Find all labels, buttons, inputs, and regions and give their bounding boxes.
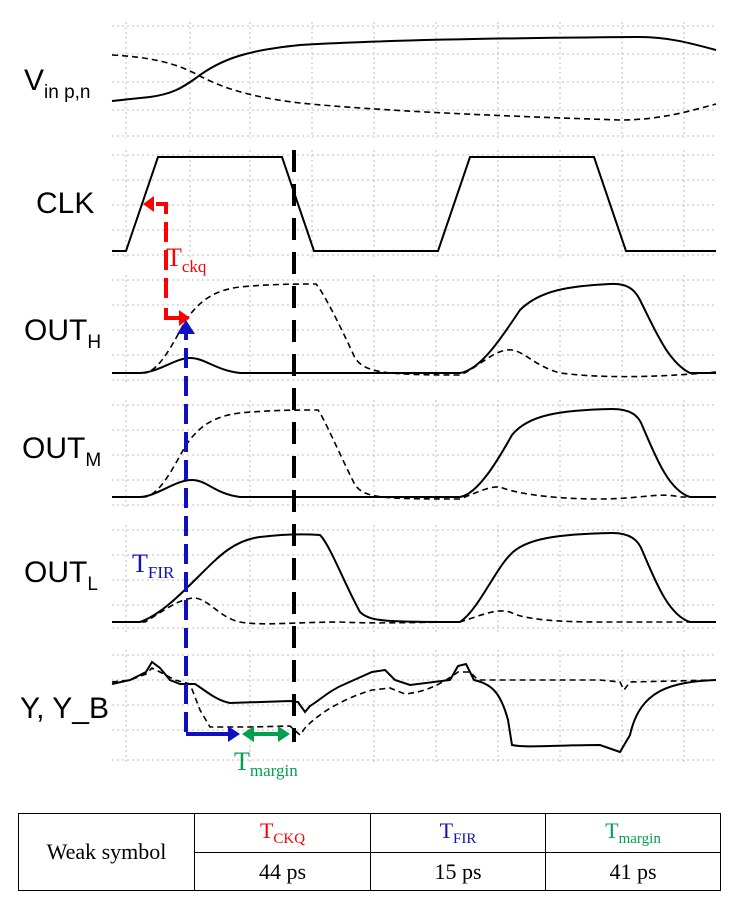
signal-label-y: Y, Y_B bbox=[20, 692, 109, 725]
timing-summary-table: Weak symbol TCKQ TFIR Tmargin 44 ps 15 p… bbox=[18, 813, 721, 891]
vin-positive-trace bbox=[111, 35, 717, 102]
tmargin-arrowhead-left bbox=[242, 726, 254, 742]
table-value-tmargin: 41 ps bbox=[545, 852, 721, 891]
tmargin-label: Tmargin bbox=[234, 747, 298, 780]
signal-label-clk: CLK bbox=[36, 187, 94, 220]
tckq-arrowhead-left bbox=[143, 196, 154, 212]
tckq-arrowhead-right bbox=[179, 310, 190, 326]
table-header-tckq: TCKQ bbox=[194, 813, 371, 853]
signal-label-outl: OUTL bbox=[24, 556, 98, 595]
vin-negative-trace bbox=[111, 54, 717, 121]
outm-dashed-trace bbox=[112, 409, 716, 500]
outh-solid-trace bbox=[112, 282, 716, 374]
signal-label-outm: OUTM bbox=[22, 432, 101, 471]
outh-dashed-trace bbox=[112, 283, 717, 378]
table-value-tckq: 44 ps bbox=[194, 852, 371, 891]
tckq-arrow-bottom bbox=[164, 308, 180, 320]
tfir-arrowhead-up bbox=[177, 320, 195, 334]
panel-grid-clk bbox=[112, 150, 714, 260]
y-dashed-trace bbox=[111, 667, 717, 737]
signal-label-outh: OUTH bbox=[24, 314, 101, 353]
y-solid-trace bbox=[111, 660, 717, 754]
timing-diagram: Vin p,n CLK OUTH OUTM OUTL Y, Y_B Tckq bbox=[20, 22, 717, 780]
tmargin-arrowhead-right bbox=[278, 726, 290, 742]
outm-solid-trace bbox=[112, 407, 716, 498]
panel-grid-outl bbox=[112, 525, 714, 632]
outl-solid-trace bbox=[112, 531, 716, 624]
row-label-weak-symbol: Weak symbol bbox=[18, 813, 195, 891]
table-header-tfir: TFIR bbox=[370, 813, 546, 853]
panel-grid-vin bbox=[112, 22, 714, 138]
table-header-row: Weak symbol TCKQ TFIR Tmargin bbox=[18, 813, 721, 891]
panel-grid-outm bbox=[112, 400, 714, 510]
signal-label-vin: Vin p,n bbox=[24, 64, 91, 103]
clk-trace bbox=[112, 156, 716, 252]
tckq-arrow bbox=[150, 202, 168, 298]
table-value-tfir: 15 ps bbox=[370, 852, 546, 891]
table-row: 44 ps 15 ps 41 ps bbox=[19, 852, 721, 891]
panel-grid-outh bbox=[112, 275, 714, 385]
panel-grid-y bbox=[112, 650, 714, 765]
tfir-label: TFIR bbox=[132, 549, 175, 582]
table-header-tmargin: Tmargin bbox=[545, 813, 721, 853]
outl-dashed-trace bbox=[112, 597, 716, 625]
tckq-label: Tckq bbox=[166, 243, 207, 276]
tfir-arrowhead-right bbox=[228, 726, 240, 742]
